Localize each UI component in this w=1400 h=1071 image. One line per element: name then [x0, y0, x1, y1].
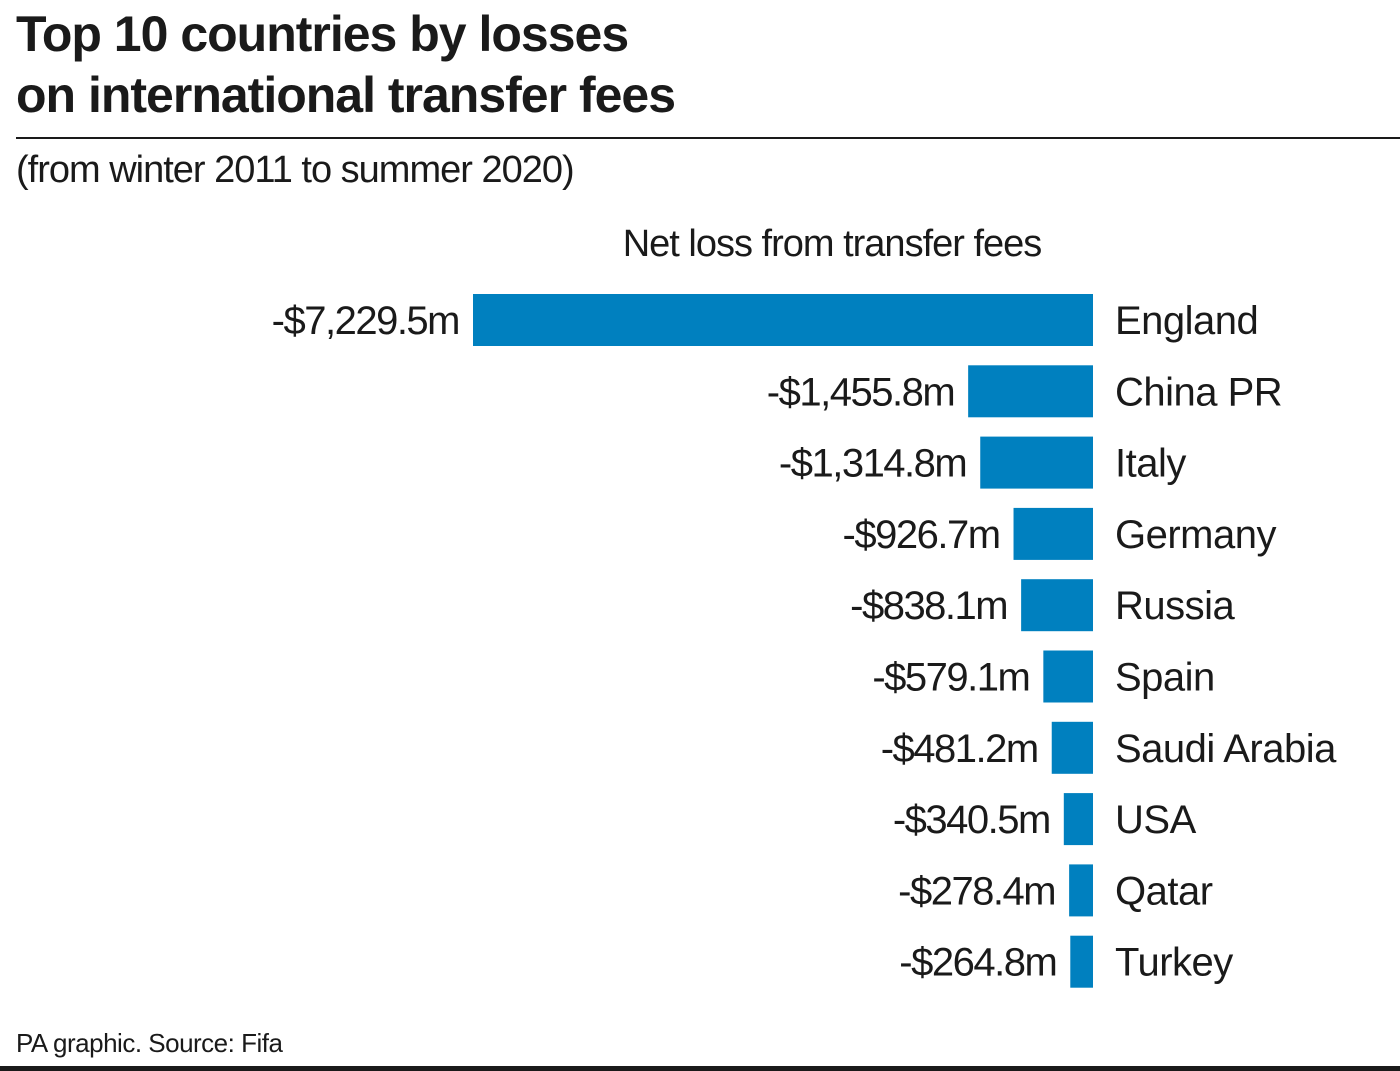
chart-title-line-2: on international transfer fees [16, 67, 676, 123]
bar-germany [1013, 507, 1093, 560]
bar-italy [980, 436, 1093, 489]
value-label-italy: -$1,314.8m [779, 442, 966, 486]
title-divider [16, 137, 1400, 139]
chart-subtitle: (from winter 2011 to summer 2020) [16, 149, 575, 191]
bar-spain [1043, 650, 1093, 703]
value-label-saudi-arabia: -$481.2m [881, 727, 1038, 771]
series-label: Net loss from transfer fees [623, 223, 1042, 265]
bar-saudi-arabia [1051, 721, 1093, 774]
chart-title-line-1: Top 10 countries by losses [16, 6, 629, 62]
category-label-qatar: Qatar [1115, 869, 1213, 913]
category-label-italy: Italy [1115, 442, 1186, 486]
value-label-russia: -$838.1m [850, 584, 1007, 628]
bar-turkey [1070, 935, 1093, 988]
bar-china-pr [968, 365, 1093, 418]
category-label-russia: Russia [1115, 584, 1236, 628]
category-label-germany: Germany [1115, 513, 1276, 557]
value-label-qatar: -$278.4m [898, 869, 1055, 913]
bar-russia [1021, 579, 1093, 632]
category-label-spain: Spain [1115, 656, 1215, 700]
chart-title: Top 10 countries by losses on internatio… [16, 4, 1316, 126]
category-label-usa: USA [1115, 798, 1197, 842]
value-label-england: -$7,229.5m [272, 299, 459, 343]
value-label-germany: -$926.7m [843, 513, 1000, 557]
category-label-england: England [1115, 299, 1258, 343]
bar-qatar [1069, 864, 1093, 917]
bar-england [473, 294, 1093, 346]
source-footer: PA graphic. Source: Fifa [16, 1028, 283, 1058]
category-label-china-pr: China PR [1115, 370, 1282, 414]
value-label-spain: -$579.1m [872, 656, 1029, 700]
value-label-turkey: -$264.8m [899, 941, 1056, 985]
category-label-saudi-arabia: Saudi Arabia [1115, 727, 1337, 771]
bars-group: -$7,229.5m England -$1,455.8m China PR -$1,3… [272, 294, 1338, 988]
value-label-usa: -$340.5m [893, 798, 1050, 842]
value-label-china-pr: -$1,455.8m [767, 370, 954, 414]
category-label-turkey: Turkey [1115, 941, 1233, 985]
bar-usa [1063, 793, 1093, 846]
bottom-rule [0, 1066, 1400, 1071]
